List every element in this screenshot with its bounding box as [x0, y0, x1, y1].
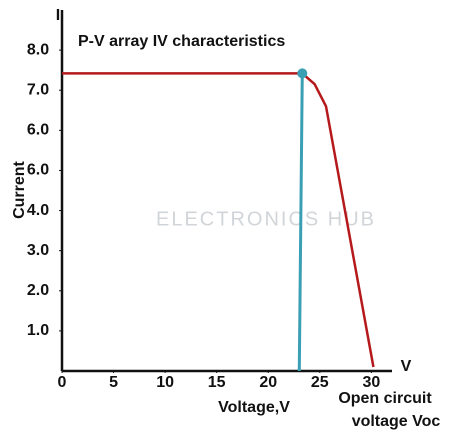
watermark: ELECTRONICS HUB: [156, 208, 376, 230]
x-axis-symbol: V: [401, 358, 412, 375]
annotation: voltage Voc: [352, 413, 441, 430]
chart-title: P-V array IV characteristics: [78, 33, 285, 50]
y-axis-symbol: I: [56, 7, 60, 24]
iv-curve: [62, 72, 375, 368]
y-axis-label: Current: [11, 160, 28, 218]
mpp-point: [297, 68, 308, 79]
y-tick-label: 2.0: [27, 282, 49, 299]
y-tick-label: 7.0: [27, 81, 49, 98]
y-tick-label: 1.0: [27, 322, 49, 339]
y-tick-label: 8.0: [27, 41, 49, 58]
x-tick-label: 0: [58, 374, 67, 391]
annotation: Open circuit: [338, 390, 432, 407]
y-tick-label: 6.0: [27, 122, 49, 139]
y-tick-label: 6.0: [27, 162, 49, 179]
x-tick-label: 10: [156, 374, 174, 391]
x-tick-label: 15: [208, 374, 226, 391]
x-tick-label: 25: [311, 374, 329, 391]
x-axis-label: Voltage,V: [218, 399, 290, 416]
mpp-drop-line: [297, 73, 304, 372]
x-tick-label: 5: [109, 374, 118, 391]
y-tick-label: 4.0: [27, 202, 49, 219]
x-tick-label: 20: [259, 374, 277, 391]
y-tick-label: 3.0: [27, 242, 49, 259]
x-tick-label: 30: [362, 374, 380, 391]
